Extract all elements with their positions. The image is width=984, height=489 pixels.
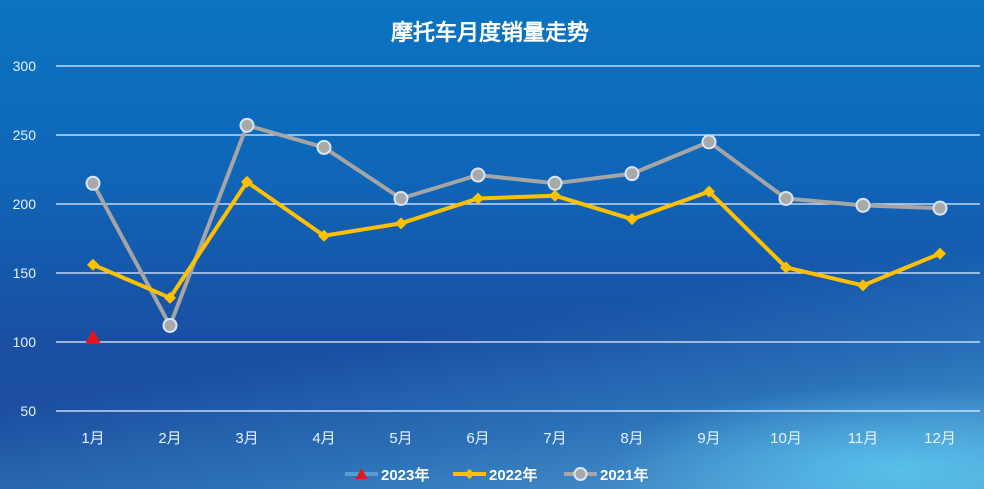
data-point-circle[interactable] <box>393 190 409 206</box>
legend-item-2022年[interactable]: 2022年 <box>453 466 537 484</box>
y-tick-label: 50 <box>20 403 36 419</box>
data-point-diamond[interactable] <box>703 185 715 198</box>
x-tick-label: 11月 <box>848 430 879 447</box>
data-point-diamond[interactable] <box>549 189 561 202</box>
data-point-circle[interactable] <box>316 139 332 155</box>
data-point-diamond[interactable] <box>780 261 792 274</box>
x-tick-label: 9月 <box>697 430 720 447</box>
legend-label: 2022年 <box>489 466 537 484</box>
data-point-circle[interactable] <box>855 197 871 213</box>
x-tick-label: 6月 <box>466 430 489 447</box>
y-tick-label: 100 <box>13 334 37 350</box>
y-tick-label: 300 <box>13 58 37 74</box>
series-lines <box>85 117 948 344</box>
legend-circle-icon <box>573 467 588 481</box>
legend-item-2023年[interactable]: 2023年 <box>345 466 429 484</box>
series-line <box>91 123 941 328</box>
legend-label: 2021年 <box>600 466 648 484</box>
data-point-circle[interactable] <box>547 175 563 191</box>
x-tick-label: 12月 <box>924 430 956 447</box>
x-tick-label: 3月 <box>235 430 258 447</box>
data-point-diamond[interactable] <box>241 175 253 188</box>
x-tick-label: 5月 <box>389 430 412 447</box>
data-point-circle[interactable] <box>162 317 178 333</box>
x-tick-label: 4月 <box>312 430 335 447</box>
x-tick-label: 10月 <box>770 430 802 447</box>
legend-diamond-icon <box>464 469 475 479</box>
y-tick-label: 200 <box>13 196 37 212</box>
data-point-circle[interactable] <box>85 175 101 191</box>
data-point-circle[interactable] <box>470 167 486 183</box>
series-2021年 <box>85 117 948 333</box>
series-line <box>92 179 941 300</box>
data-point-circle[interactable] <box>932 200 948 216</box>
data-point-diamond[interactable] <box>857 279 869 292</box>
data-point-diamond[interactable] <box>318 229 330 242</box>
y-tick-label: 250 <box>13 127 37 143</box>
data-point-diamond[interactable] <box>626 213 638 226</box>
y-tick-label: 150 <box>13 265 37 281</box>
data-point-diamond[interactable] <box>395 217 407 230</box>
data-point-triangle[interactable] <box>85 329 101 344</box>
legend: 2023年 2022年 2021年 <box>345 466 648 484</box>
legend-label: 2023年 <box>381 466 429 484</box>
data-point-diamond[interactable] <box>164 291 176 304</box>
legend-triangle-icon <box>355 468 368 479</box>
chart-title: 摩托车月度销量走势 <box>391 20 589 46</box>
data-point-circle[interactable] <box>701 134 717 150</box>
data-point-diamond[interactable] <box>934 247 946 260</box>
x-tick-label: 7月 <box>543 430 566 447</box>
data-point-circle[interactable] <box>778 190 794 206</box>
x-tick-label: 2月 <box>158 430 181 447</box>
series-2023年 <box>85 329 101 344</box>
series-2022年 <box>87 175 946 304</box>
data-point-diamond[interactable] <box>87 258 99 271</box>
gridlines <box>56 65 980 412</box>
x-tick-label: 8月 <box>620 430 643 447</box>
data-point-circle[interactable] <box>239 117 255 133</box>
x-axis-ticks: 1月 2月 3月 4月 5月 6月 7月 8月 9月 10月 11月 12月 <box>81 430 956 447</box>
x-tick-label: 1月 <box>81 430 104 447</box>
data-point-circle[interactable] <box>624 166 640 182</box>
data-point-diamond[interactable] <box>472 192 484 205</box>
y-axis-ticks: 50 100 150 200 250 300 <box>13 58 37 419</box>
legend-item-2021年[interactable]: 2021年 <box>564 466 648 484</box>
